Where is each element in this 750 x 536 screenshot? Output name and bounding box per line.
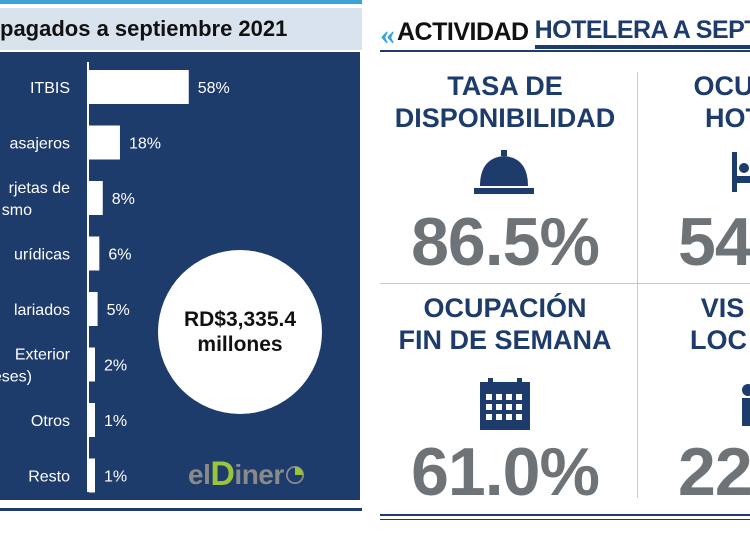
bed-icon	[732, 152, 750, 192]
bar-chart: 58% ITBIS 18% asajeros 8% rjetas de smo 6% urídi…	[0, 62, 230, 493]
bar-value-label: 18%	[129, 136, 161, 153]
header-title-b: HOTELERA A SEPT	[534, 16, 750, 49]
category-label: lariados	[14, 302, 70, 319]
category-label: Otros	[31, 413, 70, 430]
kpi-availability-label: TASA DE DISPONIBILIDAD	[380, 70, 630, 135]
bar	[89, 292, 98, 326]
bar-value-label: 6%	[108, 247, 131, 264]
panel-header: « ACTIVIDAD HOTELERA A SEPT	[380, 14, 750, 51]
bottom-line	[0, 508, 362, 511]
category-label: Resto	[28, 469, 70, 486]
bar	[89, 458, 95, 493]
kpi-label-line: LOC	[690, 325, 747, 356]
calendar-icon	[480, 378, 530, 430]
chart-title: pagados a septiembre 2021	[0, 16, 288, 41]
bar-value-label: 1%	[104, 413, 127, 430]
bar-value-label: 58%	[198, 80, 230, 97]
brand-prefix: el	[188, 458, 211, 490]
brand-rest: iner	[234, 458, 284, 490]
category-label: asajeros	[10, 136, 70, 153]
kpi-occupancy-label: OCU HOT	[685, 70, 750, 135]
kpi-visitors-label: VIS LOC	[690, 292, 747, 357]
bar	[89, 347, 95, 382]
bar	[89, 125, 120, 160]
total-amount: RD$3,335.4	[183, 307, 297, 331]
vertical-divider	[637, 72, 638, 498]
quote-mark-icon: «	[380, 18, 395, 51]
kpi-weekend-label: OCUPACIÓN FIN DE SEMANA	[380, 292, 630, 357]
top-accent-line	[0, 0, 362, 4]
bar-value-label: 1%	[104, 469, 127, 486]
category-label: eses)	[0, 369, 32, 386]
brand-logo: el D iner	[188, 455, 304, 494]
total-unit: millones	[197, 333, 283, 356]
hotel-activity-panel: « ACTIVIDAD HOTELERA A SEPT TASA DE DISP…	[380, 0, 750, 536]
category-label: ITBIS	[30, 80, 70, 97]
bars-layer: 58% ITBIS 18% asajeros 8% rjetas de smo 6% urídi…	[0, 70, 230, 493]
bar	[89, 181, 103, 215]
kpi-label-line: TASA DE	[447, 71, 563, 101]
bar-value-label: 8%	[112, 191, 135, 208]
horizontal-divider	[380, 283, 750, 284]
pie-logo-icon	[285, 465, 304, 484]
kpi-occupancy-value: 54	[678, 204, 750, 280]
header-title-a: ACTIVIDAD	[397, 17, 529, 46]
brand-initial: D	[210, 455, 235, 493]
kpi-label-line: HOT	[705, 103, 750, 134]
category-label: urídicas	[14, 247, 70, 264]
kpi-label-line: VIS	[700, 293, 745, 323]
bar	[89, 236, 100, 271]
kpi-label-line: OCU	[693, 71, 750, 101]
category-label: Exterior	[15, 347, 71, 364]
kpi-weekend-value: 61.0%	[411, 434, 600, 510]
bell-icon	[474, 150, 534, 194]
kpi-visitors-value: 22	[678, 434, 750, 510]
bar	[89, 403, 95, 437]
bar	[89, 70, 189, 104]
bottom-rule-thin	[380, 519, 750, 520]
kpi-label-line: OCUPACIÓN	[423, 293, 587, 323]
total-amount-badge: RD$3,335.4 millones	[158, 250, 322, 414]
bottom-rule	[380, 514, 750, 516]
title-bar	[0, 8, 362, 50]
bar-value-label: 2%	[104, 358, 127, 375]
kpi-label-line: DISPONIBILIDAD	[394, 103, 616, 134]
people-icon	[742, 384, 750, 426]
category-label: rjetas de	[9, 180, 70, 197]
kpi-availability-value: 86.5%	[411, 204, 600, 280]
header-rule	[380, 50, 750, 52]
category-label: smo	[2, 202, 32, 219]
tax-collection-panel: pagados a septiembre 2021 58% ITBIS 18% asa…	[0, 0, 362, 536]
bar-value-label: 5%	[107, 302, 130, 319]
kpi-label-line: FIN DE SEMANA	[398, 325, 612, 356]
